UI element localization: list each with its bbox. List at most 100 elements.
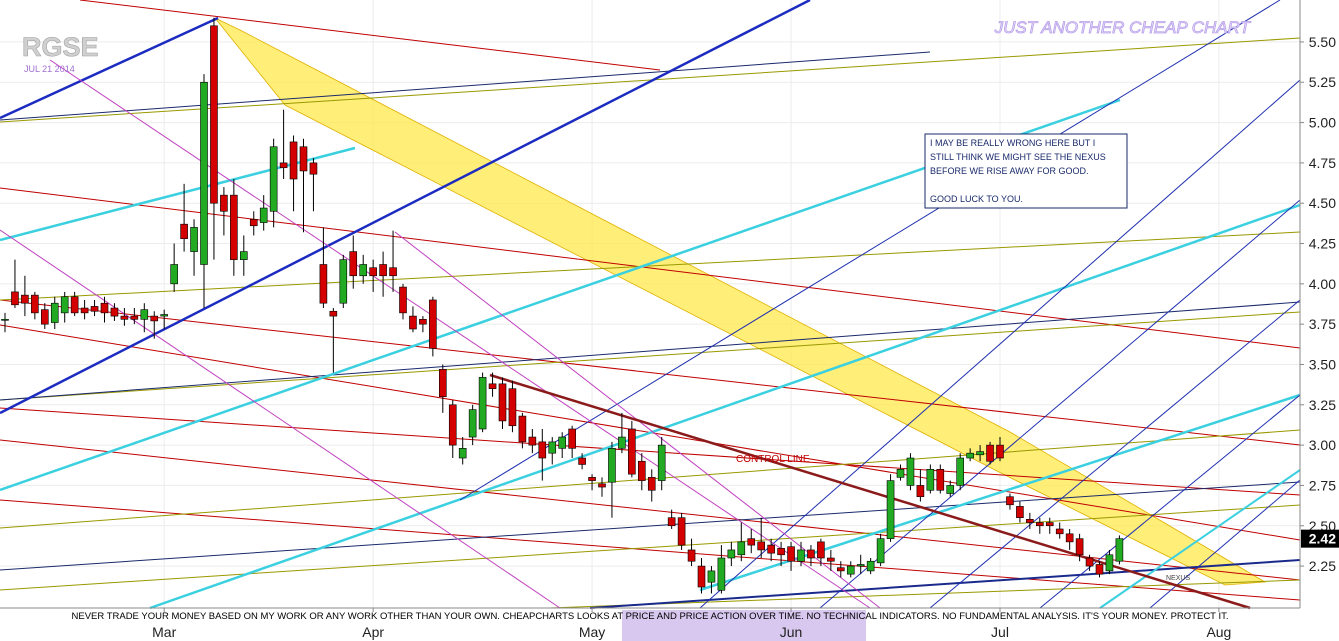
note-line: I MAY BE REALLY WRONG HERE BUT I <box>930 138 1095 148</box>
blue-diagonal <box>699 79 1301 609</box>
candle-body <box>110 307 119 317</box>
axis-background <box>1300 0 1339 608</box>
candle-body <box>836 567 845 572</box>
candles <box>1 17 1124 594</box>
disclaimer: NEVER TRADE YOUR MONEY BASED ON MY WORK … <box>72 611 1229 622</box>
blue-line <box>0 16 219 120</box>
note-box <box>924 133 1128 209</box>
candle-body <box>339 259 348 304</box>
y-tick-label: 5.25 <box>1309 74 1336 90</box>
candle-body <box>498 383 507 422</box>
candle-body <box>1026 518 1034 523</box>
candle-body <box>329 310 338 317</box>
candle-body <box>886 480 895 539</box>
y-tick-label: 3.00 <box>1309 437 1336 453</box>
candle-body <box>548 441 557 454</box>
candle-body <box>170 264 178 285</box>
x-tick-label: Aug <box>1206 624 1231 640</box>
candle-body <box>588 477 596 481</box>
x-tick-label: May <box>579 624 605 640</box>
candle-body <box>279 162 288 169</box>
candle-body <box>1045 522 1054 527</box>
candle-body <box>240 251 248 260</box>
candle-body <box>866 560 875 572</box>
candle-body <box>1036 522 1044 527</box>
candle-body <box>797 549 805 562</box>
blue-line <box>0 0 811 415</box>
candle-body <box>409 315 417 330</box>
candle-body <box>488 383 497 389</box>
watermark: JUST ANOTHER CHEAP CHART <box>994 18 1252 37</box>
candle-body <box>876 538 885 564</box>
candle-body <box>827 557 835 562</box>
candle-body <box>429 299 437 349</box>
y-tick-label: 5.50 <box>1309 34 1336 50</box>
candle-body <box>647 477 656 491</box>
candle-body <box>60 296 69 314</box>
candle-body <box>50 302 59 323</box>
candle-body <box>359 264 368 277</box>
candle-body <box>299 146 308 172</box>
note-line: STILL THINK WE MIGHT SEE THE NEXUS <box>930 152 1106 162</box>
candle-body <box>399 286 407 314</box>
last-price-box <box>1301 529 1339 548</box>
candle-body <box>448 404 457 446</box>
y-tick-label: 4.25 <box>1309 236 1336 252</box>
candle-body <box>936 469 945 491</box>
x-tick-label: Apr <box>362 624 384 640</box>
olive-line <box>0 231 1301 301</box>
candle-body <box>986 444 994 462</box>
candle-body <box>996 444 1004 459</box>
y-tick-label: 4.00 <box>1309 276 1336 292</box>
red-line <box>0 499 1301 601</box>
candle-body <box>687 549 696 562</box>
control-line <box>489 373 1251 610</box>
candle-body <box>618 436 626 449</box>
candle-body <box>1095 564 1104 575</box>
candle-body <box>598 483 606 488</box>
y-tick-label: 3.75 <box>1309 316 1336 332</box>
candle-body <box>787 546 795 562</box>
candle-body <box>190 227 198 252</box>
candle-body <box>518 415 527 443</box>
candle-body <box>1075 538 1084 556</box>
navy-line <box>589 559 1301 609</box>
candle-body <box>817 541 825 559</box>
candle-body <box>1085 557 1094 567</box>
blue-diagonal <box>1149 479 1301 609</box>
candle-body <box>11 291 19 306</box>
candle-body <box>120 315 129 320</box>
olive-line <box>0 311 1301 401</box>
y-tick-label: 3.50 <box>1309 356 1336 372</box>
candle-body <box>438 369 447 398</box>
candle-body <box>140 309 149 320</box>
control-line-label: CONTROL LINE <box>736 454 810 465</box>
candle-body <box>1055 528 1064 535</box>
candle-body <box>767 544 775 554</box>
magenta-line <box>49 59 871 609</box>
candle-body <box>21 294 29 304</box>
candle-body <box>896 469 905 478</box>
blue-diagonal <box>1039 394 1301 609</box>
candle-body <box>757 541 766 551</box>
candle-body <box>1105 554 1114 572</box>
candle-body <box>608 448 616 483</box>
candle-body <box>926 469 935 491</box>
y-tick-label: 3.25 <box>1309 397 1336 413</box>
candle-body <box>568 428 576 449</box>
candle-body <box>31 294 39 314</box>
candle-body <box>259 207 268 223</box>
navy-line <box>0 481 1301 571</box>
candle-body <box>100 302 109 314</box>
candle-body <box>230 194 238 260</box>
candle-body <box>628 428 636 475</box>
candle-body <box>677 517 686 546</box>
candle-body <box>976 451 984 456</box>
candle-body <box>468 409 477 438</box>
candle-body <box>478 377 487 430</box>
blue-diagonal <box>459 0 1281 501</box>
candle-body <box>807 549 815 559</box>
candle-body <box>1 319 9 321</box>
